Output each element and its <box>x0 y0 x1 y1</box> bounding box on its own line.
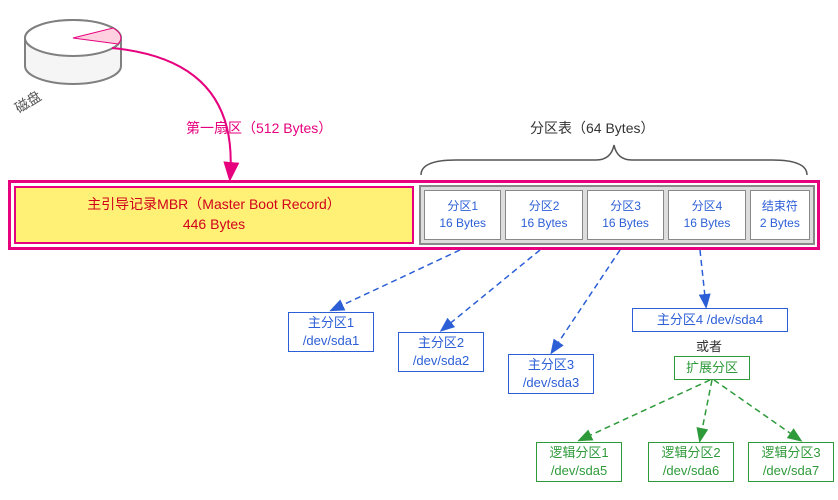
green-dashed-arrows <box>0 380 838 450</box>
logical-1-l1: 逻辑分区1 <box>549 444 608 462</box>
mbr-block: 主引导记录MBR（Master Boot Record） 446 Bytes <box>14 186 414 244</box>
cells-outer: 分区1 16 Bytes 分区2 16 Bytes 分区3 16 Bytes 分… <box>419 185 815 245</box>
primary-2-l1: 主分区2 <box>418 334 464 352</box>
logical-3-l1: 逻辑分区3 <box>761 444 820 462</box>
or-label: 或者 <box>696 336 722 355</box>
primary-3-l1: 主分区3 <box>528 356 574 374</box>
cell-3-l1: 分区3 <box>610 198 641 215</box>
mbr-line1: 主引导记录MBR（Master Boot Record） <box>87 195 341 215</box>
logical-1-l2: /dev/sda5 <box>551 462 607 480</box>
cell-1: 分区1 16 Bytes <box>424 190 501 240</box>
cell-5-l1: 结束符 <box>762 198 798 215</box>
cell-5: 结束符 2 Bytes <box>750 190 810 240</box>
cell-2: 分区2 16 Bytes <box>505 190 582 240</box>
primary-1-l1: 主分区1 <box>308 314 354 332</box>
extended-box: 扩展分区 <box>674 356 750 380</box>
cell-4-l1: 分区4 <box>692 198 723 215</box>
primary-2-l2: /dev/sda2 <box>413 352 469 370</box>
cell-4-l2: 16 Bytes <box>684 215 731 232</box>
cell-2-l2: 16 Bytes <box>521 215 568 232</box>
logical-2-l1: 逻辑分区2 <box>661 444 720 462</box>
brace <box>416 140 816 180</box>
sector-label: 第一扇区（512 Bytes） <box>186 118 332 138</box>
cell-5-l2: 2 Bytes <box>760 215 800 232</box>
logical-3: 逻辑分区3 /dev/sda7 <box>748 442 834 482</box>
mbr-line2: 446 Bytes <box>183 215 245 235</box>
cell-2-l1: 分区2 <box>529 198 560 215</box>
cell-3-l2: 16 Bytes <box>602 215 649 232</box>
primary-2: 主分区2 /dev/sda2 <box>398 332 484 372</box>
logical-1: 逻辑分区1 /dev/sda5 <box>536 442 622 482</box>
logical-2: 逻辑分区2 /dev/sda6 <box>648 442 734 482</box>
cell-3: 分区3 16 Bytes <box>587 190 664 240</box>
cell-1-l1: 分区1 <box>447 198 478 215</box>
bar-outer: 主引导记录MBR（Master Boot Record） 446 Bytes 分… <box>8 180 820 250</box>
sector-arrow <box>100 40 280 185</box>
primary-4: 主分区4 /dev/sda4 <box>632 308 788 332</box>
cell-4: 分区4 16 Bytes <box>668 190 745 240</box>
logical-2-l2: /dev/sda6 <box>663 462 719 480</box>
cell-1-l2: 16 Bytes <box>439 215 486 232</box>
logical-3-l2: /dev/sda7 <box>763 462 819 480</box>
partition-table-label: 分区表（64 Bytes） <box>530 118 654 138</box>
primary-1-l2: /dev/sda1 <box>303 332 359 350</box>
primary-1: 主分区1 /dev/sda1 <box>288 312 374 352</box>
